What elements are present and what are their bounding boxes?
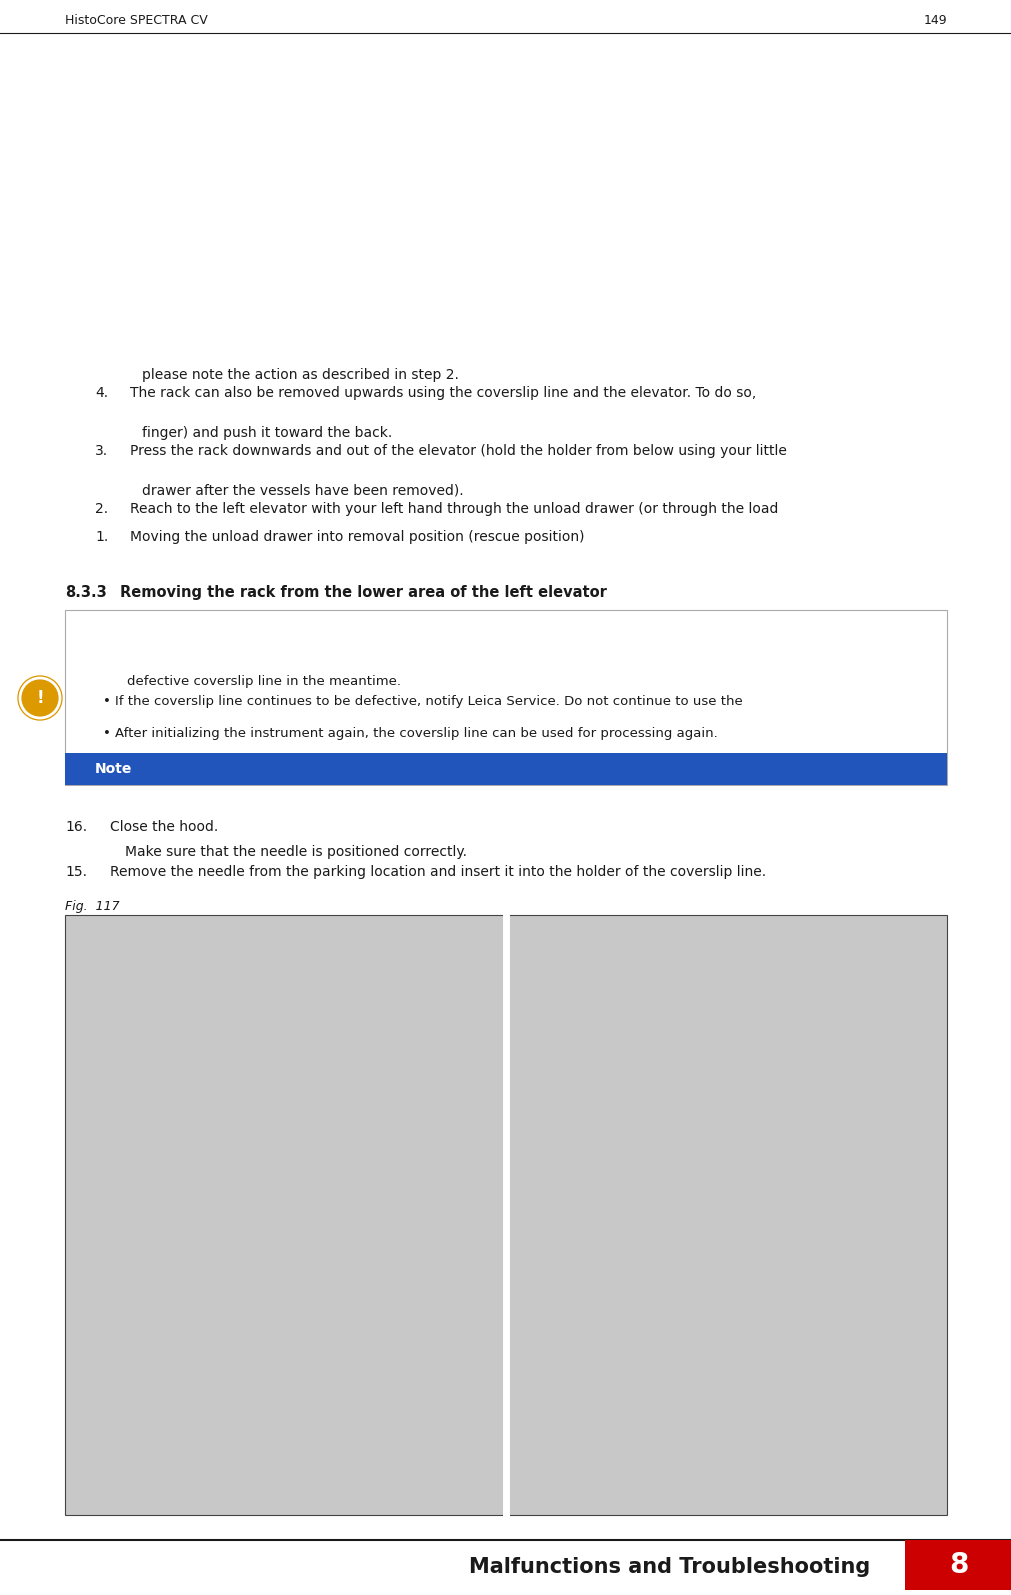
Text: •: • <box>103 727 111 740</box>
Ellipse shape <box>18 676 62 719</box>
Text: Malfunctions and Troubleshooting: Malfunctions and Troubleshooting <box>468 1557 869 1577</box>
Text: Reach to the left elevator with your left hand through the unload drawer (or thr: Reach to the left elevator with your lef… <box>129 502 777 517</box>
Text: Fig.  117: Fig. 117 <box>65 900 119 912</box>
Bar <box>65 753 946 785</box>
Text: Press the rack downwards and out of the elevator (hold the holder from below usi: Press the rack downwards and out of the … <box>129 443 787 458</box>
Text: Close the hood.: Close the hood. <box>110 820 218 834</box>
Text: The rack can also be removed upwards using the coverslip line and the elevator. : The rack can also be removed upwards usi… <box>129 386 755 400</box>
Bar <box>65 916 946 1515</box>
Text: !: ! <box>36 689 43 707</box>
Text: 2.: 2. <box>95 502 108 517</box>
Text: Make sure that the needle is positioned correctly.: Make sure that the needle is positioned … <box>125 845 466 860</box>
Text: After initializing the instrument again, the coverslip line can be used for proc: After initializing the instrument again,… <box>115 727 717 740</box>
Text: Moving the unload drawer into removal position (rescue position): Moving the unload drawer into removal po… <box>129 530 584 544</box>
Text: HistoCore SPECTRA CV: HistoCore SPECTRA CV <box>65 14 207 27</box>
Text: If the coverslip line continues to be defective, notify Leica Service. Do not co: If the coverslip line continues to be de… <box>115 695 742 708</box>
Bar <box>904 1541 1011 1590</box>
Text: 3.: 3. <box>95 443 108 458</box>
Text: Remove the needle from the parking location and insert it into the holder of the: Remove the needle from the parking locat… <box>110 864 765 879</box>
Text: 4.: 4. <box>95 386 108 400</box>
Text: finger) and push it toward the back.: finger) and push it toward the back. <box>142 426 392 440</box>
Text: 1.: 1. <box>95 530 108 544</box>
Text: •: • <box>103 695 111 708</box>
Text: defective coverslip line in the meantime.: defective coverslip line in the meantime… <box>126 675 400 687</box>
Text: Note: Note <box>95 762 132 777</box>
Text: please note the action as described in step 2.: please note the action as described in s… <box>142 368 458 381</box>
Text: drawer after the vessels have been removed).: drawer after the vessels have been remov… <box>142 483 463 498</box>
Text: 16.: 16. <box>65 820 87 834</box>
Bar <box>65 609 946 785</box>
Text: 8.3.3: 8.3.3 <box>65 585 106 600</box>
Text: 8: 8 <box>948 1550 968 1579</box>
Text: Removing the rack from the lower area of the left elevator: Removing the rack from the lower area of… <box>120 585 607 600</box>
Text: 15.: 15. <box>65 864 87 879</box>
Text: 149: 149 <box>922 14 946 27</box>
